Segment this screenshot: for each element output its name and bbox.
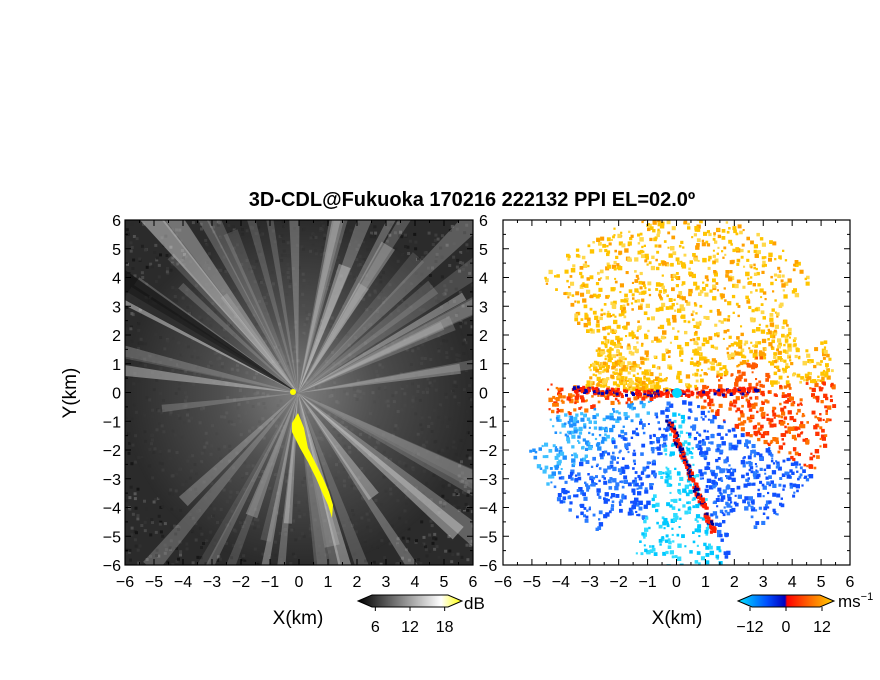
y-tick-label: −6 [479, 558, 497, 575]
y-tick-label: 5 [479, 242, 488, 259]
velocity-xlabel: X(km) [652, 608, 703, 629]
x-tick-label: 6 [846, 574, 855, 591]
x-tick-label: −1 [638, 574, 656, 591]
x-tick-label: −3 [203, 574, 221, 591]
y-tick-label: 4 [112, 271, 121, 288]
x-tick-label: −3 [581, 574, 599, 591]
intensity-colorbar-unit: dB [464, 594, 485, 613]
radar-center-marker [290, 389, 296, 395]
y-tick-label: 4 [479, 271, 488, 288]
y-tick-label: −4 [103, 501, 121, 518]
x-tick-label: −2 [610, 574, 628, 591]
x-tick-label: −1 [261, 574, 279, 591]
intensity-xlabel: X(km) [273, 608, 324, 629]
y-tick-label: 2 [479, 328, 488, 345]
intensity-colorbar-bar [356, 594, 464, 608]
blocked-sector [125, 270, 298, 393]
x-tick-label: 2 [730, 574, 739, 591]
y-tick-label: 0 [112, 386, 121, 403]
y-tick-label: −2 [479, 443, 497, 460]
y-tick-label: −5 [103, 529, 121, 546]
x-tick-label: −2 [232, 574, 250, 591]
y-tick-label: 1 [112, 357, 121, 374]
y-tick-label: 3 [479, 299, 488, 316]
y-tick-label: −3 [479, 472, 497, 489]
velocity-colorbar-unit-base: ms [838, 592, 861, 611]
highlight-streak [292, 413, 333, 518]
colorbar-tick-label: 0 [782, 619, 791, 636]
y-tick-label: 2 [112, 328, 121, 345]
x-tick-label: 0 [295, 574, 304, 591]
x-tick-label: 5 [440, 574, 449, 591]
y-tick-label: 1 [479, 357, 488, 374]
y-tick-label: −2 [103, 443, 121, 460]
velocity-colorbar-unit: ms−1 [838, 591, 873, 611]
y-tick-label: −3 [103, 472, 121, 489]
velocity-colorbar: −12 0 12 ms−1 [736, 591, 873, 636]
colorbar-tick-label: 12 [813, 619, 831, 636]
intensity-beams [125, 220, 473, 565]
x-tick-label: 4 [411, 574, 420, 591]
x-tick-label: −4 [174, 574, 192, 591]
x-tick-label: 4 [788, 574, 797, 591]
velocity-ticks: −6 −5 −4 −3 −2 −1 0 1 2 3 4 5 6 −6 −5 −4 −3 −2 −1 0 1 2 3 4 5 6 [479, 213, 855, 591]
x-tick-label: 1 [324, 574, 333, 591]
colorbar-tick-label: 6 [371, 619, 380, 636]
velocity-center-marker [672, 388, 682, 398]
y-tick-label: −5 [479, 529, 497, 546]
velocity-pixels [529, 220, 837, 565]
x-tick-label: 1 [701, 574, 710, 591]
x-tick-label: −4 [552, 574, 570, 591]
x-tick-label: 3 [759, 574, 768, 591]
y-tick-label: 6 [479, 213, 488, 230]
x-tick-label: 5 [817, 574, 826, 591]
velocity-colorbar-bar [736, 594, 836, 608]
colorbar-tick-label: −12 [736, 619, 763, 636]
x-tick-label: 0 [672, 574, 681, 591]
y-tick-label: −1 [479, 414, 497, 431]
intensity-ticks: −6 −5 −4 −3 −2 −1 0 1 2 3 4 5 6 −6 −5 −4 −3 −2 −1 0 1 2 3 4 5 6 [103, 213, 478, 591]
y-tick-label: 0 [479, 386, 488, 403]
x-tick-label: 3 [382, 574, 391, 591]
colorbar-tick-label: 12 [401, 619, 419, 636]
y-tick-label: −4 [479, 501, 497, 518]
x-tick-label: 2 [353, 574, 362, 591]
x-tick-label: −6 [116, 574, 134, 591]
y-tick-label: 3 [112, 299, 121, 316]
y-tick-label: −1 [103, 414, 121, 431]
y-tick-label: 6 [112, 213, 121, 230]
x-tick-label: 6 [469, 574, 478, 591]
intensity-glow [125, 220, 473, 565]
y-tick-label: −6 [103, 558, 121, 575]
y-tick-label: 5 [112, 242, 121, 259]
colorbar-tick-label: 18 [436, 619, 454, 636]
velocity-colorbar-unit-sup: −1 [861, 591, 874, 603]
intensity-colorbar: 6 12 18 dB [356, 594, 485, 636]
x-tick-label: −6 [494, 574, 512, 591]
chart-title: 3D-CDL@Fukuoka 170216 222132 PPI EL=02.0… [249, 189, 695, 211]
x-tick-label: −5 [523, 574, 541, 591]
intensity-ylabel: Y(km) [60, 368, 81, 419]
x-tick-label: −5 [145, 574, 163, 591]
